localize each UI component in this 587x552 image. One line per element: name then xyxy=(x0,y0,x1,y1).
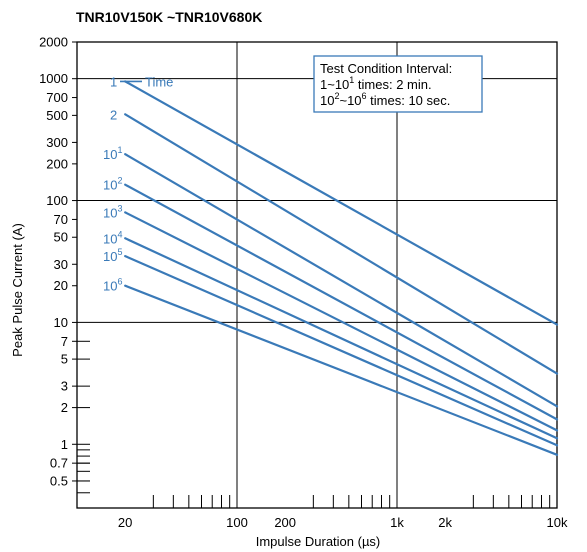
chart-title: TNR10V150K ~TNR10V680K xyxy=(76,9,262,25)
y-tick-label: 1 xyxy=(61,437,68,452)
series-lines xyxy=(124,80,559,456)
y-tick-label: 700 xyxy=(46,90,68,105)
legend-title: Time xyxy=(145,74,173,89)
x-tick-label: 10k xyxy=(547,515,568,530)
annotation-line-3-exp1: 2 xyxy=(334,91,339,101)
x-axis-label: Impulse Duration (µs) xyxy=(256,534,381,549)
test-condition-box: Test Condition Interval: 1~101 times: 2 … xyxy=(313,55,483,113)
series-line-1 xyxy=(124,80,559,326)
y-tick-label: 20 xyxy=(54,278,68,293)
series-label-10-4: 104 xyxy=(103,229,122,246)
x-axis-tick-labels: 20 100 200 1k 2k 10k xyxy=(118,515,568,530)
x-tick-label: 2k xyxy=(438,515,452,530)
annotation-line-3: 102~106 times: 10 sec. xyxy=(320,91,450,108)
y-tick-label: 200 xyxy=(46,156,68,171)
annotation-line-3-tail: times: 10 sec. xyxy=(367,93,451,108)
series-label-1: 1 xyxy=(110,74,117,89)
annotation-line-3-mid: ~10 xyxy=(339,93,361,108)
series-line-10-5 xyxy=(124,255,559,447)
annotation-box xyxy=(313,55,483,113)
series-line-10-6 xyxy=(124,284,559,456)
annotation-line-1: Test Condition Interval: xyxy=(320,61,452,76)
series-line-2 xyxy=(124,113,559,375)
legend-time: Time xyxy=(120,74,173,89)
annotation-line-2-exp: 1 xyxy=(349,75,354,85)
y-tick-label: 50 xyxy=(54,230,68,245)
y-axis-label: Peak Pulse Current (A) xyxy=(10,223,25,357)
y-tick-label: 300 xyxy=(46,135,68,150)
annotation-line-2-base: 1~10 xyxy=(320,77,349,92)
series-label-10-1: 101 xyxy=(103,145,122,162)
y-axis-tick-labels: 2000 1000 700 500 300 200 100 70 50 30 20 10 7 5 3 2 1 0.… xyxy=(39,35,68,489)
series-label-10-6: 106 xyxy=(103,277,122,294)
annotation-line-3-base: 10 xyxy=(320,93,334,108)
minor-ticks xyxy=(72,41,551,508)
y-tick-label: 0.7 xyxy=(50,456,68,471)
y-tick-label: 70 xyxy=(54,212,68,227)
series-line-10-2 xyxy=(124,183,559,421)
y-tick-label: 5 xyxy=(61,352,68,367)
y-tick-label: 1000 xyxy=(39,71,68,86)
x-tick-label: 20 xyxy=(118,515,132,530)
y-tick-label: 2000 xyxy=(39,35,68,50)
y-tick-label: 7 xyxy=(61,334,68,349)
y-tick-label: 0.5 xyxy=(50,473,68,488)
annotation-line-2-tail: times: 2 min. xyxy=(354,77,431,92)
x-tick-label: 200 xyxy=(274,515,296,530)
series-line-10-1 xyxy=(124,153,559,408)
y-tick-label: 3 xyxy=(61,379,68,394)
y-tick-label: 30 xyxy=(54,257,68,272)
y-tick-label: 100 xyxy=(46,193,68,208)
series-label-10-3: 103 xyxy=(103,203,122,220)
y-tick-label: 10 xyxy=(54,315,68,330)
series-label-2: 2 xyxy=(110,107,117,122)
series-label-10-5: 105 xyxy=(103,247,122,264)
plot-area xyxy=(76,41,558,509)
x-tick-label: 100 xyxy=(226,515,248,530)
x-tick-label: 1k xyxy=(390,515,404,530)
series-label-10-2: 102 xyxy=(103,176,122,193)
annotation-line-3-exp2: 6 xyxy=(362,91,367,101)
series-line-10-4 xyxy=(124,237,559,440)
y-tick-label: 500 xyxy=(46,108,68,123)
y-tick-label: 2 xyxy=(61,400,68,415)
series-line-10-3 xyxy=(124,211,559,432)
annotation-line-2: 1~101 times: 2 min. xyxy=(320,75,432,92)
